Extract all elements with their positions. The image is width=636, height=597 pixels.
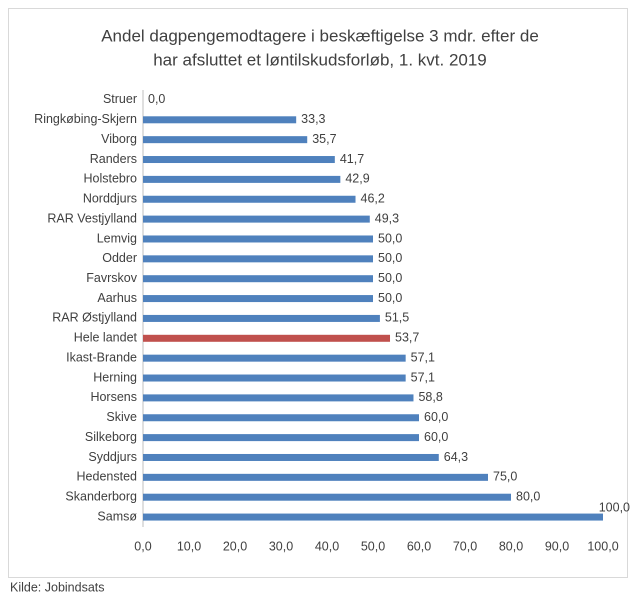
y-tick-label: Lemvig — [97, 231, 137, 245]
bar — [143, 275, 373, 283]
value-label: 64,3 — [444, 450, 468, 464]
bar — [143, 195, 356, 203]
value-label: 50,0 — [378, 271, 402, 285]
value-label: 50,0 — [378, 231, 402, 245]
x-tick-label: 30,0 — [269, 539, 293, 553]
y-tick-label: Norddjurs — [83, 192, 137, 206]
bar — [143, 295, 373, 303]
bar — [143, 414, 419, 422]
x-tick-label: 0,0 — [134, 539, 151, 553]
y-tick-label: Favrskov — [86, 271, 137, 285]
value-label: 80,0 — [516, 490, 540, 504]
y-tick-label: Skive — [106, 410, 137, 424]
bar — [143, 334, 391, 342]
y-tick-label: Holstebro — [84, 172, 138, 186]
y-tick-label: Ringkøbing-Skjern — [34, 112, 137, 126]
value-label: 60,0 — [424, 430, 448, 444]
chart-title: har afsluttet et løntilskudsforløb, 1. k… — [153, 50, 487, 69]
y-tick-label: Samsø — [97, 509, 137, 523]
x-tick-label: 90,0 — [545, 539, 569, 553]
y-tick-label: Odder — [102, 251, 137, 265]
x-tick-label: 20,0 — [223, 539, 247, 553]
x-tick-label: 100,0 — [587, 539, 618, 553]
value-label: 60,0 — [424, 410, 448, 424]
bar — [143, 175, 341, 183]
y-tick-label: Hedensted — [77, 470, 138, 484]
y-tick-label: Herning — [93, 370, 137, 384]
value-label: 57,1 — [411, 370, 435, 384]
value-label: 50,0 — [378, 251, 402, 265]
bar — [143, 434, 419, 442]
y-tick-label: Skanderborg — [65, 490, 137, 504]
bar — [143, 255, 373, 263]
x-tick-label: 40,0 — [315, 539, 339, 553]
bar — [143, 354, 406, 362]
bar — [143, 235, 373, 243]
bar — [143, 136, 308, 144]
x-tick-label: 80,0 — [499, 539, 523, 553]
value-label: 50,0 — [378, 291, 402, 305]
value-label: 75,0 — [493, 470, 517, 484]
x-tick-label: 60,0 — [407, 539, 431, 553]
y-tick-label: Silkeborg — [85, 430, 137, 444]
y-tick-label: Struer — [103, 92, 137, 106]
y-tick-label: RAR Vestjylland — [47, 211, 137, 225]
y-tick-label: Hele landet — [74, 331, 138, 345]
x-tick-label: 70,0 — [453, 539, 477, 553]
bar — [143, 314, 380, 322]
value-label: 42,9 — [345, 172, 369, 186]
bar — [143, 513, 603, 521]
y-tick-label: RAR Østjylland — [52, 311, 137, 325]
bar — [143, 473, 488, 481]
y-tick-label: Viborg — [101, 132, 137, 146]
bar — [143, 374, 406, 382]
chart-title: Andel dagpengemodtagere i beskæftigelse … — [101, 26, 539, 45]
source-note: Kilde: Jobindsats — [10, 580, 105, 594]
y-tick-label: Horsens — [90, 390, 137, 404]
x-tick-label: 10,0 — [177, 539, 201, 553]
value-label: 100,0 — [599, 500, 630, 514]
value-label: 41,7 — [340, 152, 364, 166]
x-tick-label: 50,0 — [361, 539, 385, 553]
value-label: 0,0 — [148, 92, 165, 106]
bar — [143, 394, 414, 402]
value-label: 53,7 — [395, 331, 419, 345]
bar — [143, 453, 439, 461]
value-label: 46,2 — [361, 192, 385, 206]
bar — [143, 215, 370, 223]
y-tick-label: Syddjurs — [88, 450, 137, 464]
value-label: 51,5 — [385, 311, 409, 325]
bar — [143, 116, 297, 124]
chart-frame — [8, 8, 628, 578]
y-tick-label: Randers — [90, 152, 137, 166]
value-label: 57,1 — [411, 350, 435, 364]
value-label: 49,3 — [375, 211, 399, 225]
y-tick-label: Aarhus — [97, 291, 137, 305]
y-tick-label: Ikast-Brande — [66, 350, 137, 364]
value-label: 58,8 — [418, 390, 442, 404]
bar — [143, 156, 335, 164]
value-label: 35,7 — [312, 132, 336, 146]
value-label: 33,3 — [301, 112, 325, 126]
bar — [143, 493, 511, 501]
